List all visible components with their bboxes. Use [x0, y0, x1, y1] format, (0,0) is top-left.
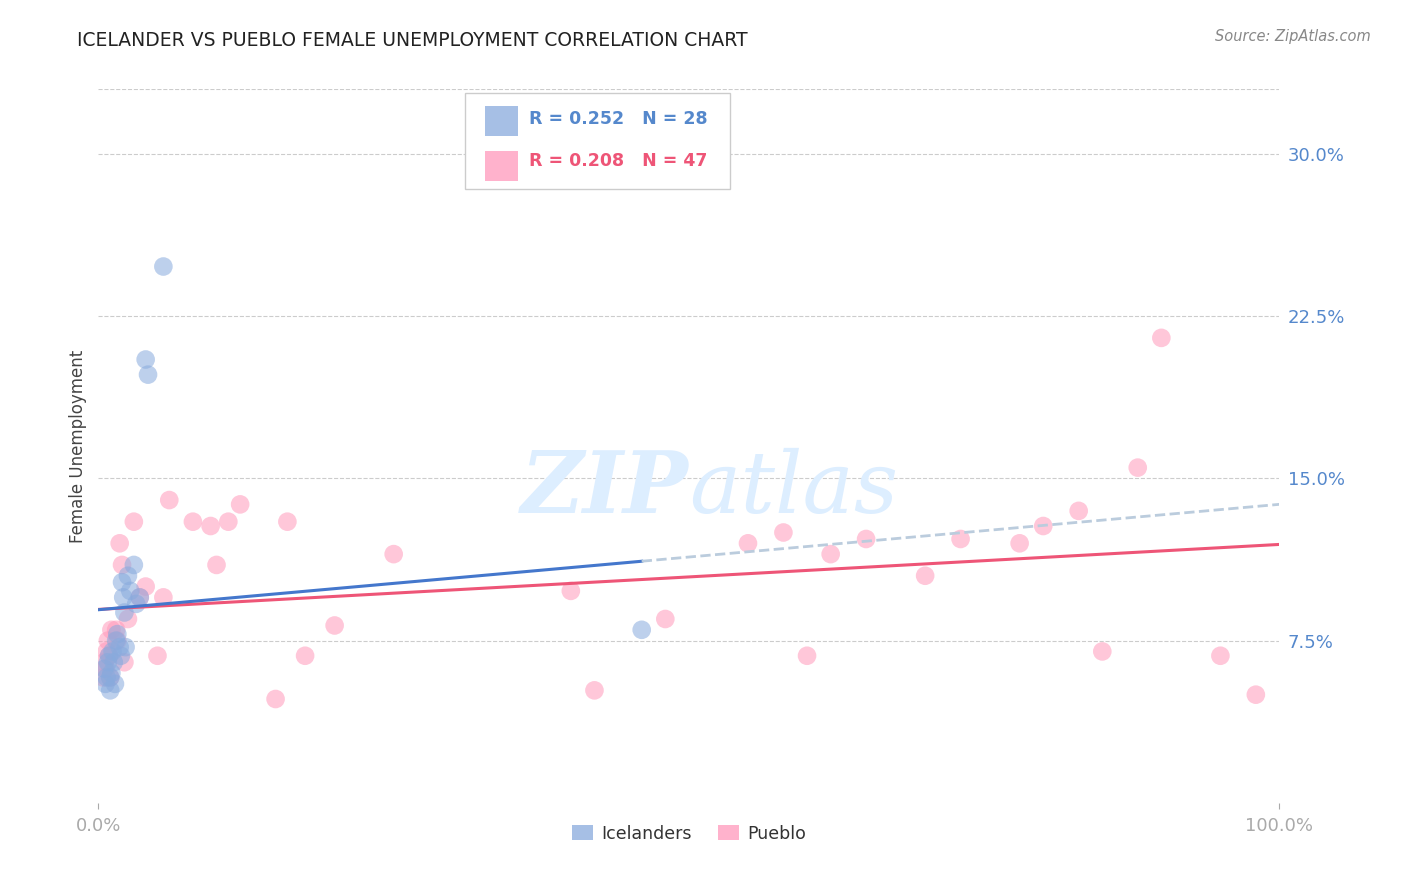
Bar	[485, 106, 517, 136]
Point	[1126, 460, 1149, 475]
Point	[772, 525, 794, 540]
Point	[583, 683, 606, 698]
Point	[94, 677, 117, 691]
Point	[146, 648, 169, 663]
Point	[382, 547, 405, 561]
Point	[820, 547, 842, 561]
Point	[97, 633, 120, 648]
Point	[108, 640, 131, 654]
Point	[100, 623, 122, 637]
Point	[114, 640, 136, 654]
Point	[98, 648, 121, 663]
Point	[93, 662, 115, 676]
Point	[949, 532, 972, 546]
Point	[112, 655, 135, 669]
Bar	[485, 151, 517, 180]
Point	[117, 568, 139, 582]
Text: ICELANDER VS PUEBLO FEMALE UNEMPLOYMENT CORRELATION CHART: ICELANDER VS PUEBLO FEMALE UNEMPLOYMENT …	[77, 31, 748, 50]
Point	[96, 670, 118, 684]
Point	[122, 558, 145, 572]
Point	[93, 655, 115, 669]
Point	[98, 683, 121, 698]
Point	[630, 623, 652, 637]
Point	[111, 558, 134, 572]
Point	[1091, 644, 1114, 658]
Point	[205, 558, 228, 572]
Point	[94, 662, 117, 676]
Point	[152, 591, 174, 605]
Point	[276, 515, 298, 529]
Point	[855, 532, 877, 546]
Point	[101, 644, 124, 658]
Point	[110, 648, 132, 663]
Point	[181, 515, 204, 529]
Point	[737, 536, 759, 550]
Point	[117, 612, 139, 626]
FancyBboxPatch shape	[464, 93, 730, 189]
Point	[560, 583, 582, 598]
Point	[152, 260, 174, 274]
Point	[103, 655, 125, 669]
Point	[111, 575, 134, 590]
Point	[100, 666, 122, 681]
Point	[98, 648, 121, 663]
Point	[294, 648, 316, 663]
Point	[1150, 331, 1173, 345]
Point	[1244, 688, 1267, 702]
Point	[105, 633, 128, 648]
Point	[654, 612, 676, 626]
Point	[105, 633, 128, 648]
Point	[323, 618, 346, 632]
Point	[120, 583, 142, 598]
Y-axis label: Female Unemployment: Female Unemployment	[69, 350, 87, 542]
Point	[98, 670, 121, 684]
Text: atlas: atlas	[689, 448, 898, 530]
Point	[229, 497, 252, 511]
Point	[157, 493, 180, 508]
Point	[135, 580, 157, 594]
Point	[200, 519, 222, 533]
Point	[108, 536, 131, 550]
Point	[104, 677, 127, 691]
Text: Source: ZipAtlas.com: Source: ZipAtlas.com	[1215, 29, 1371, 44]
Point	[217, 515, 239, 529]
Point	[1209, 648, 1232, 663]
Point	[128, 591, 150, 605]
Point	[796, 648, 818, 663]
Point	[1067, 504, 1090, 518]
Text: R = 0.208   N = 47: R = 0.208 N = 47	[530, 153, 707, 170]
Text: R = 0.252   N = 28: R = 0.252 N = 28	[530, 110, 709, 128]
Legend: Icelanders, Pueblo: Icelanders, Pueblo	[562, 816, 815, 851]
Text: ZIP: ZIP	[522, 447, 689, 531]
Point	[91, 670, 114, 684]
Point	[125, 597, 148, 611]
Point	[105, 623, 128, 637]
Point	[97, 655, 120, 669]
Point	[112, 591, 135, 605]
Point	[1032, 519, 1054, 533]
Point	[135, 352, 157, 367]
Point	[136, 368, 159, 382]
Point	[98, 670, 121, 684]
Point	[96, 644, 118, 658]
Point	[914, 568, 936, 582]
Point	[105, 627, 128, 641]
Point	[122, 515, 145, 529]
Point	[1008, 536, 1031, 550]
Point	[112, 606, 135, 620]
Point	[264, 692, 287, 706]
Point	[128, 591, 150, 605]
